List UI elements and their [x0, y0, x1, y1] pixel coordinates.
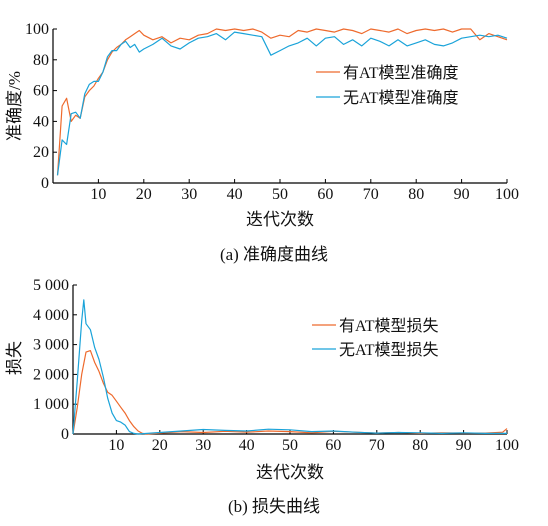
loss-series-with-at-line: [72, 350, 508, 435]
loss-y-tick-label: 4 000: [33, 307, 69, 324]
loss-x-ticks: 10 20 30 40 50 60 70 80 90 100: [108, 430, 519, 454]
loss-y-tick-label: 3 000: [33, 337, 69, 354]
loss-y-tick-label: 0: [61, 426, 69, 443]
accuracy-x-tick-label: 100: [495, 186, 519, 203]
accuracy-legend-label-with-at: 有AT模型准确度: [343, 64, 459, 82]
loss-legend-label-without-at: 无AT模型损失: [339, 341, 439, 359]
accuracy-series-lines: [56, 28, 508, 176]
accuracy-y-tick-label: 60: [33, 83, 49, 100]
accuracy-y-tick-label: 40: [33, 113, 49, 130]
loss-legend-label-with-at: 有AT模型损失: [339, 317, 439, 335]
accuracy-y-axis-title: 准确度/%: [5, 71, 24, 141]
loss-chart: 10 20 30 40 50 60 70 80 90 100 0 1 000 2 000 3 000 4 …: [5, 277, 519, 516]
loss-legend: 有AT模型损失 无AT模型损失: [312, 317, 439, 359]
loss-x-tick-label: 40: [239, 437, 255, 454]
accuracy-y-tick-label: 20: [33, 144, 49, 161]
loss-x-tick-label: 20: [152, 437, 168, 454]
accuracy-x-tick-label: 90: [454, 186, 470, 203]
accuracy-x-tick-label: 40: [227, 186, 243, 203]
accuracy-legend: 有AT模型准确度 无AT模型准确度: [316, 64, 459, 107]
loss-x-tick-label: 10: [108, 437, 124, 454]
loss-x-tick-label: 60: [325, 437, 341, 454]
loss-x-tick-label: 100: [495, 437, 519, 454]
loss-y-ticks: 0 1 000 2 000 3 000 4 000 5 000: [33, 277, 77, 443]
accuracy-x-tick-label: 20: [136, 186, 152, 203]
loss-y-axis-title: 损失: [5, 341, 24, 375]
loss-y-tick-label: 1 000: [33, 396, 69, 413]
accuracy-y-tick-label: 0: [41, 175, 49, 192]
loss-series-lines: [72, 299, 508, 435]
accuracy-x-tick-label: 10: [90, 186, 106, 203]
accuracy-x-ticks: 10 20 30 40 50 60 70 80 90 100: [90, 179, 519, 203]
accuracy-y-tick-label: 80: [33, 52, 49, 69]
accuracy-x-axis-title: 迭代次数: [246, 210, 314, 229]
loss-x-tick-label: 50: [282, 437, 298, 454]
accuracy-legend-label-without-at: 无AT模型准确度: [343, 89, 459, 107]
loss-x-tick-label: 30: [195, 437, 211, 454]
accuracy-x-tick-label: 80: [408, 186, 424, 203]
loss-x-tick-label: 90: [456, 437, 472, 454]
accuracy-x-tick-label: 60: [317, 186, 333, 203]
loss-y-tick-label: 5 000: [33, 277, 69, 294]
loss-x-tick-label: 70: [369, 437, 385, 454]
accuracy-series-without-at-line: [56, 31, 508, 176]
loss-x-tick-label: 80: [412, 437, 428, 454]
loss-series-without-at-line: [72, 299, 507, 435]
loss-y-tick-label: 2 000: [33, 366, 69, 383]
accuracy-x-tick-label: 30: [181, 186, 197, 203]
accuracy-caption: (a) 准确度曲线: [220, 245, 328, 264]
accuracy-x-tick-label: 70: [363, 186, 379, 203]
accuracy-y-ticks: 0 20 40 60 80 100: [25, 21, 57, 192]
accuracy-x-tick-label: 50: [272, 186, 288, 203]
accuracy-y-tick-label: 100: [25, 21, 49, 38]
loss-x-axis-title: 迭代次数: [256, 463, 324, 482]
loss-caption: (b) 损失曲线: [228, 497, 320, 516]
